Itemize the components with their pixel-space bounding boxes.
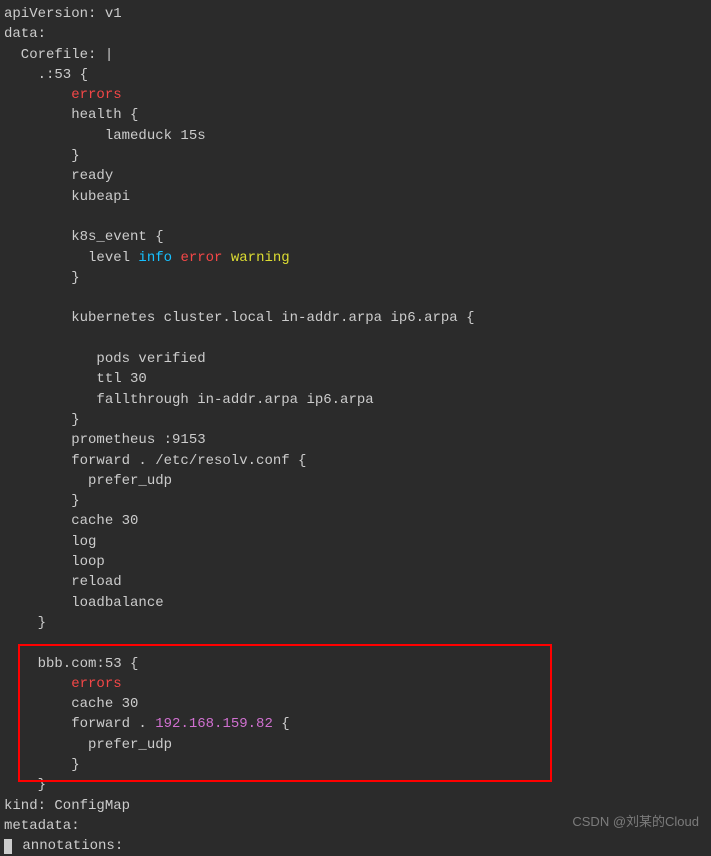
code-token: Corefile: |: [4, 47, 113, 63]
code-line: }: [4, 755, 711, 775]
code-token: level: [4, 250, 138, 266]
code-line: kubernetes cluster.local in-addr.arpa ip…: [4, 308, 711, 328]
code-line: [4, 207, 711, 227]
code-line: forward . 192.168.159.82 {: [4, 714, 711, 734]
code-line: prometheus :9153: [4, 430, 711, 450]
code-line: forward . /etc/resolv.conf {: [4, 451, 711, 471]
code-token: [222, 250, 230, 266]
code-line: level info error warning: [4, 248, 711, 268]
code-line: }: [4, 491, 711, 511]
code-line: [4, 633, 711, 653]
code-token: errors: [71, 87, 121, 103]
code-line: [4, 288, 711, 308]
code-line: }: [4, 146, 711, 166]
code-line: health {: [4, 105, 711, 125]
code-line: prefer_udp: [4, 471, 711, 491]
code-token: }: [4, 148, 80, 164]
code-token: health {: [4, 107, 138, 123]
code-token: kubeapi: [4, 189, 130, 205]
code-line: fallthrough in-addr.arpa ip6.arpa: [4, 390, 711, 410]
code-token: forward .: [4, 716, 155, 732]
code-line: k8s_event {: [4, 227, 711, 247]
code-token: [4, 87, 71, 103]
code-token: }: [4, 757, 80, 773]
code-token: kind: ConfigMap: [4, 798, 130, 814]
code-line: ready: [4, 166, 711, 186]
code-line: ttl 30: [4, 369, 711, 389]
code-line: loadbalance: [4, 593, 711, 613]
code-line: }: [4, 775, 711, 795]
code-line: }: [4, 410, 711, 430]
code-token: warning: [231, 250, 290, 266]
code-token: {: [273, 716, 290, 732]
code-token: }: [4, 493, 80, 509]
code-token: forward . /etc/resolv.conf {: [4, 453, 306, 469]
code-token: prometheus :9153: [4, 432, 206, 448]
code-line: data:: [4, 24, 711, 44]
code-line: loop: [4, 552, 711, 572]
code-line: errors: [4, 85, 711, 105]
code-line: pods verified: [4, 349, 711, 369]
code-line: annotations:: [4, 836, 711, 856]
code-token: [4, 676, 71, 692]
code-token: log: [4, 534, 96, 550]
code-line: bbb.com:53 {: [4, 654, 711, 674]
code-token: pods verified: [4, 351, 206, 367]
code-token: kubernetes cluster.local in-addr.arpa ip…: [4, 310, 474, 326]
code-token: fallthrough in-addr.arpa ip6.arpa: [4, 392, 374, 408]
code-token: metadata:: [4, 818, 80, 834]
code-line: cache 30: [4, 694, 711, 714]
code-token: ttl 30: [4, 371, 147, 387]
code-token: lameduck 15s: [4, 128, 206, 144]
code-token: .:53 {: [4, 67, 88, 83]
code-line: prefer_udp: [4, 735, 711, 755]
code-line: Corefile: |: [4, 45, 711, 65]
code-token: bbb.com:53 {: [4, 656, 138, 672]
code-editor[interactable]: apiVersion: v1 data: Corefile: | .:53 { e…: [0, 0, 711, 856]
code-token: errors: [71, 676, 121, 692]
code-token: loadbalance: [4, 595, 164, 611]
code-token: ready: [4, 168, 113, 184]
code-token: cache 30: [4, 513, 138, 529]
code-line: apiVersion: v1: [4, 4, 711, 24]
cursor: [4, 839, 12, 854]
code-token: k8s_event {: [4, 229, 164, 245]
code-line: errors: [4, 674, 711, 694]
code-line: log: [4, 532, 711, 552]
code-token: reload: [4, 574, 122, 590]
code-line: reload: [4, 572, 711, 592]
code-token: }: [4, 615, 46, 631]
code-line: [4, 329, 711, 349]
code-token: prefer_udp: [4, 473, 172, 489]
code-line: cache 30: [4, 511, 711, 531]
code-token: data:: [4, 26, 46, 42]
code-token: }: [4, 412, 80, 428]
code-token: prefer_udp: [4, 737, 172, 753]
code-token: 192.168.159.82: [155, 716, 273, 732]
code-line: }: [4, 613, 711, 633]
code-token: info: [138, 250, 172, 266]
code-token: loop: [4, 554, 105, 570]
code-line: lameduck 15s: [4, 126, 711, 146]
code-token: annotations:: [14, 838, 123, 854]
code-line: .:53 {: [4, 65, 711, 85]
code-token: }: [4, 270, 80, 286]
watermark-text: CSDN @刘某的Cloud: [572, 813, 699, 832]
code-token: apiVersion: v1: [4, 6, 122, 22]
code-token: error: [180, 250, 222, 266]
code-line: kubeapi: [4, 187, 711, 207]
code-token: }: [4, 777, 46, 793]
code-token: cache 30: [4, 696, 138, 712]
code-line: }: [4, 268, 711, 288]
